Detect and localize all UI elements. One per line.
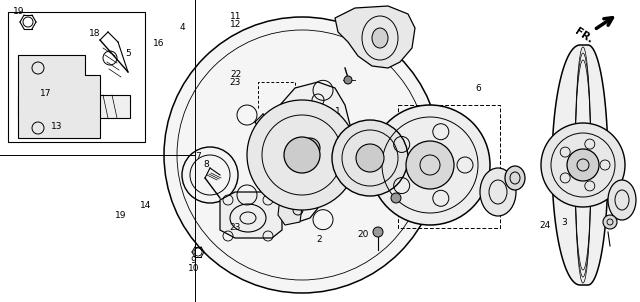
Ellipse shape	[300, 138, 320, 158]
Ellipse shape	[278, 116, 342, 180]
Polygon shape	[220, 192, 282, 238]
Text: 13: 13	[51, 122, 62, 131]
Text: 23: 23	[230, 78, 241, 87]
Text: 15: 15	[277, 176, 289, 185]
Text: 3: 3	[562, 218, 567, 227]
Text: 12: 12	[230, 20, 241, 29]
Ellipse shape	[372, 28, 388, 48]
Text: 14: 14	[140, 201, 152, 210]
Polygon shape	[278, 178, 305, 225]
Ellipse shape	[480, 168, 516, 216]
Text: 19: 19	[115, 210, 126, 220]
Text: 18: 18	[89, 29, 100, 38]
Text: 10: 10	[188, 264, 199, 273]
Text: 11: 11	[230, 12, 241, 21]
Ellipse shape	[567, 149, 599, 181]
Text: 16: 16	[153, 39, 164, 48]
Text: 5: 5	[125, 49, 131, 58]
Text: 23: 23	[230, 223, 241, 232]
Text: 7: 7	[196, 152, 201, 161]
Ellipse shape	[164, 17, 440, 293]
Text: 4: 4	[180, 23, 185, 32]
Ellipse shape	[370, 105, 490, 225]
Circle shape	[373, 227, 383, 237]
Ellipse shape	[332, 120, 408, 196]
Ellipse shape	[608, 180, 636, 220]
Text: 22: 22	[230, 70, 241, 79]
Text: 20: 20	[358, 230, 369, 239]
Polygon shape	[18, 95, 130, 118]
Circle shape	[603, 215, 617, 229]
Ellipse shape	[356, 144, 384, 172]
Text: 8: 8	[204, 160, 209, 169]
Ellipse shape	[284, 137, 320, 173]
Polygon shape	[552, 45, 608, 285]
Ellipse shape	[406, 141, 454, 189]
Ellipse shape	[505, 166, 525, 190]
Polygon shape	[335, 6, 415, 68]
Polygon shape	[280, 82, 350, 222]
Circle shape	[344, 76, 352, 84]
Ellipse shape	[247, 100, 357, 210]
Text: 1: 1	[335, 107, 340, 116]
Text: 24: 24	[540, 221, 551, 230]
Polygon shape	[18, 55, 100, 138]
Text: 9: 9	[191, 256, 196, 265]
Circle shape	[391, 193, 401, 203]
Text: 19: 19	[13, 7, 25, 16]
Ellipse shape	[541, 123, 625, 207]
Text: 6: 6	[476, 84, 481, 93]
Text: 2: 2	[316, 235, 321, 244]
Text: 21: 21	[281, 143, 292, 152]
Text: 17: 17	[40, 89, 52, 98]
Text: FR.: FR.	[573, 27, 595, 46]
